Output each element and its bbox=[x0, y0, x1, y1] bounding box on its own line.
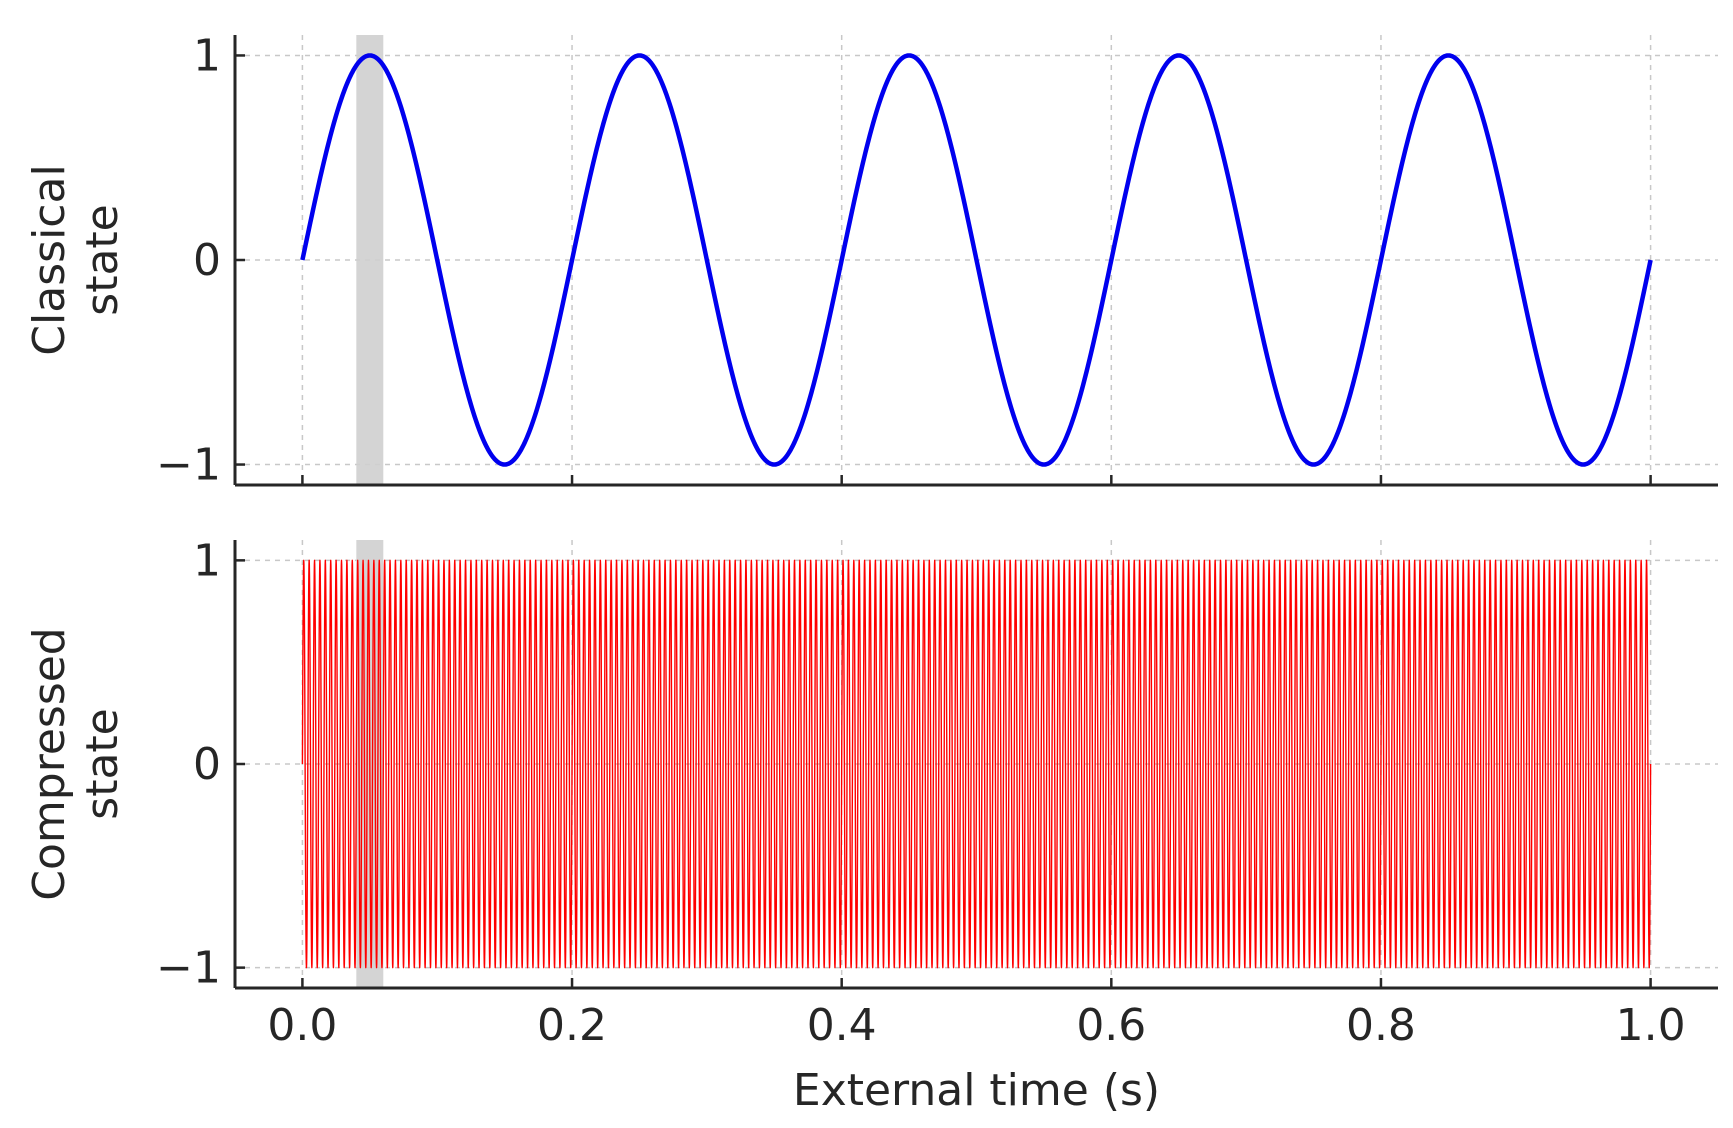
y-tick-label: −1 bbox=[156, 943, 221, 994]
y-tick-label: 0 bbox=[193, 235, 221, 286]
y-axis-label: Compressed bbox=[24, 627, 75, 900]
panel-bottom: −1 0 1 0.0 0.2 0.4 0.6 0.8 1.0 Compressed state Ext… bbox=[24, 535, 1718, 1116]
x-axis-label: External time (s) bbox=[793, 1065, 1160, 1116]
y-tick-label: 1 bbox=[193, 30, 221, 81]
panel-top: −1 0 1 Classical state bbox=[24, 30, 1718, 491]
y-tick-label: −1 bbox=[156, 440, 221, 491]
series-line-bottom bbox=[301, 559, 1652, 969]
x-tick-label: 0.0 bbox=[267, 1000, 337, 1051]
y-axis-label: Classical bbox=[24, 164, 75, 355]
x-tick-label: 0.4 bbox=[807, 1000, 877, 1051]
series-line-top bbox=[300, 53, 1653, 467]
y-axis-label: state bbox=[77, 708, 128, 819]
y-tick-label: 0 bbox=[193, 739, 221, 790]
x-tick-label: 1.0 bbox=[1616, 1000, 1686, 1051]
x-tick-label: 0.2 bbox=[537, 1000, 607, 1051]
highlight-band bbox=[356, 35, 384, 485]
x-tick-label: 0.6 bbox=[1076, 1000, 1146, 1051]
x-tick-label: 0.8 bbox=[1346, 1000, 1416, 1051]
y-axis-label: state bbox=[77, 204, 128, 315]
y-tick-label: 1 bbox=[193, 535, 221, 586]
